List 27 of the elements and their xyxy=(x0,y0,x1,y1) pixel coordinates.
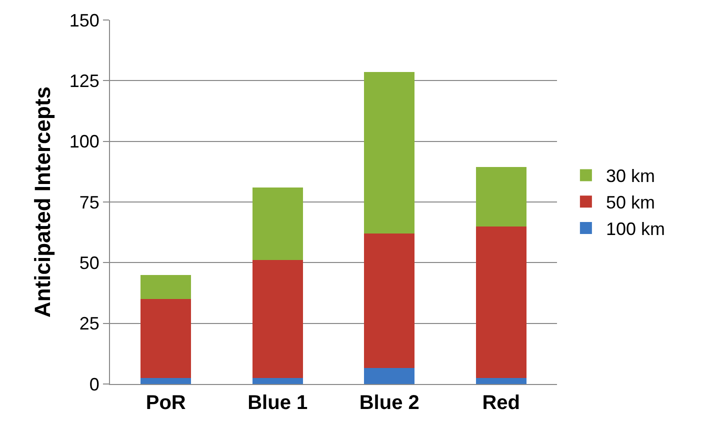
y-tick-label: 0 xyxy=(89,374,100,394)
bar xyxy=(140,378,192,384)
y-tick-label: 75 xyxy=(79,192,100,212)
legend-label: 100 km xyxy=(606,219,665,240)
x-tick-label: Blue 2 xyxy=(359,392,420,414)
y-tick-label: 50 xyxy=(79,252,100,273)
x-tick-label: PoR xyxy=(146,392,186,414)
y-tick-label: 125 xyxy=(69,70,100,91)
y-tick-label: 25 xyxy=(79,314,100,334)
y-tick-label: 150 xyxy=(69,10,100,30)
bar xyxy=(476,166,526,226)
y-tick-label: 100 xyxy=(69,132,100,152)
bar xyxy=(140,299,192,378)
legend-label: 30 km xyxy=(606,166,655,186)
bar xyxy=(252,187,303,260)
bar xyxy=(252,378,303,384)
bar xyxy=(476,378,526,384)
bar xyxy=(476,226,526,378)
bar xyxy=(252,260,303,378)
y-axis-title: Anticipated Intercepts xyxy=(30,86,56,318)
bar xyxy=(140,274,192,300)
x-tick-label: Blue 1 xyxy=(248,392,308,414)
bar xyxy=(364,72,415,234)
x-tick-label: Red xyxy=(482,392,520,414)
bar xyxy=(364,368,415,384)
bar xyxy=(364,234,415,368)
legend-label: 50 km xyxy=(606,192,655,213)
